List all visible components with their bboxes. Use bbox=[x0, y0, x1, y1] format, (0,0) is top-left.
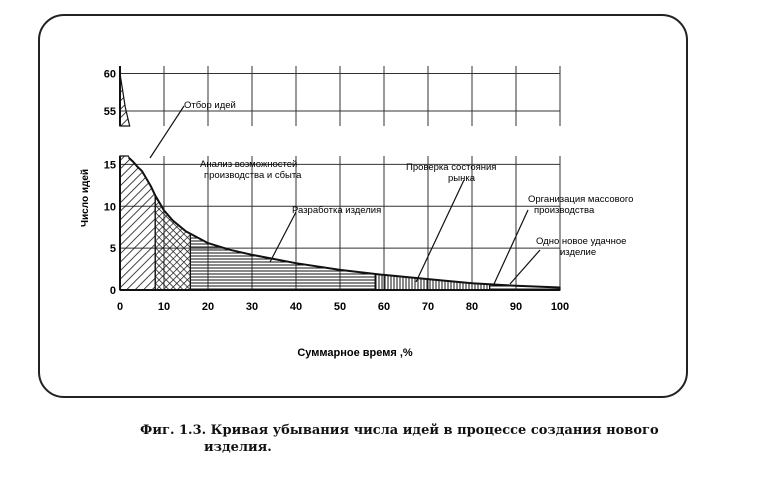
y-tick-label: 55 bbox=[104, 106, 116, 118]
figure-frame bbox=[38, 14, 688, 398]
x-tick-label: 20 bbox=[202, 301, 214, 313]
axes bbox=[119, 66, 560, 291]
stage-label-development: Разработка изделия bbox=[292, 205, 381, 216]
stage-label-market-test-line2: рынка bbox=[448, 173, 476, 184]
stage-label-market-test: Проверка состояния рынка bbox=[406, 162, 499, 184]
x-tick-label: 100 bbox=[551, 301, 569, 313]
x-tick-label: 40 bbox=[290, 301, 302, 313]
annotation-success-line2: изделие bbox=[560, 247, 596, 258]
y-tick-label: 60 bbox=[104, 69, 116, 81]
stage-label-market-test-line1: Проверка состояния bbox=[406, 162, 496, 173]
stage-label-analysis-line1: Анализ возможностей bbox=[200, 159, 297, 170]
annotation-success-line1: Одно новое удачное bbox=[536, 236, 626, 247]
caption-line-1: Фиг. 1.3. Кривая убывания числа идей в п… bbox=[140, 423, 659, 438]
x-tick-label: 10 bbox=[158, 301, 170, 313]
stage-label-mass-production-line2: производства bbox=[534, 205, 595, 216]
y-tick-label: 5 bbox=[110, 243, 116, 255]
x-tick-label: 90 bbox=[510, 301, 522, 313]
x-tick-label: 0 bbox=[117, 301, 123, 313]
stage-label-analysis-line2: производства и сбыта bbox=[204, 170, 302, 181]
stage-area-1-upper bbox=[119, 73, 131, 127]
figure-caption: Фиг. 1.3. Кривая убывания числа идей в п… bbox=[140, 422, 730, 456]
y-tick-label: 10 bbox=[104, 201, 116, 213]
x-tick-label: 80 bbox=[466, 301, 478, 313]
annotation-success: Одно новое удачное изделие bbox=[536, 236, 629, 258]
stage-label-selection: Отбор идей bbox=[184, 100, 236, 111]
leader-line bbox=[149, 105, 185, 159]
leader-line bbox=[493, 209, 529, 285]
x-tick-label: 70 bbox=[422, 301, 434, 313]
y-tick-label: 0 bbox=[110, 285, 116, 297]
stage-area-1 bbox=[119, 155, 156, 291]
leader-line bbox=[269, 211, 297, 263]
leader-line bbox=[509, 249, 541, 285]
curve bbox=[128, 156, 561, 289]
tick-labels: 0 10 20 30 40 50 60 70 80 90 100 0 5 10 15 55 60 bbox=[104, 69, 569, 314]
leader-line bbox=[415, 179, 465, 283]
stage-label-mass-production: Организация массового производства bbox=[528, 194, 636, 216]
stage-label-mass-production-line1: Организация массового bbox=[528, 194, 633, 205]
y-tick-label: 15 bbox=[104, 159, 116, 171]
y-axis-label: Число идей bbox=[80, 169, 91, 227]
x-tick-label: 50 bbox=[334, 301, 346, 313]
stage-area-2 bbox=[154, 193, 191, 291]
stage-area-3 bbox=[189, 232, 376, 291]
caption-line-2: изделия. bbox=[204, 440, 272, 455]
idea-decay-curve bbox=[128, 156, 561, 289]
x-tick-label: 30 bbox=[246, 301, 258, 313]
x-tick-label: 60 bbox=[378, 301, 390, 313]
stage-label-analysis: Анализ возможностей производства и сбыта bbox=[200, 159, 302, 181]
x-axis-label: Суммарное время ,% bbox=[297, 347, 413, 359]
